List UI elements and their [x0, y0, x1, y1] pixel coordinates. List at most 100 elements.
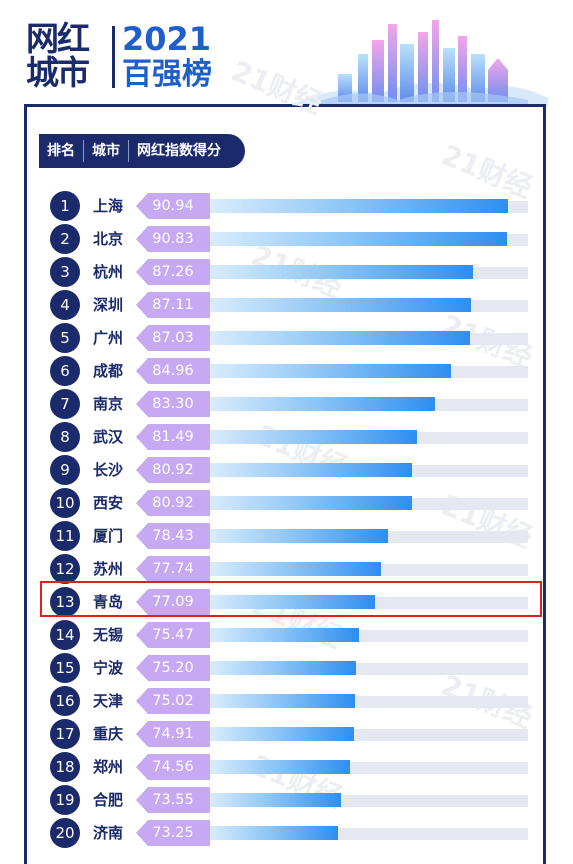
city-label: 合肥 — [93, 791, 124, 809]
rank-badge: 10 — [50, 488, 80, 518]
score-value-label: 87.26 — [136, 259, 210, 285]
ranking-row: 73.55 19 合肥 — [0, 784, 573, 815]
rank-badge: 2 — [50, 224, 80, 254]
ranking-row: 77.09 13 青岛 — [0, 586, 573, 617]
ranking-row: 78.43 11 厦门 — [0, 520, 573, 551]
logo-divider — [112, 26, 115, 88]
ranking-row: 84.96 6 成都 — [0, 355, 573, 386]
score-bar — [210, 298, 472, 312]
score-value-label: 87.11 — [136, 292, 210, 318]
city-label: 宁波 — [93, 659, 124, 677]
score-value-label: 77.74 — [136, 556, 210, 582]
score-bar — [210, 628, 360, 642]
score-bar — [210, 826, 338, 840]
city-label: 济南 — [93, 824, 124, 842]
city-label: 成都 — [93, 362, 124, 380]
score-bar — [210, 661, 357, 675]
city-label: 长沙 — [93, 461, 124, 479]
ranking-row: 74.56 18 郑州 — [0, 751, 573, 782]
rank-badge: 16 — [50, 686, 80, 716]
header: 网红 城市 2021 百强榜 — [0, 0, 573, 106]
score-bar — [210, 793, 341, 807]
city-label: 西安 — [93, 494, 124, 512]
city-label: 上海 — [93, 197, 124, 215]
column-rank-label: 排名 — [47, 143, 75, 159]
ranking-row: 87.26 3 杭州 — [0, 256, 573, 287]
logo-line-2: 城市 — [26, 53, 90, 92]
ranking-row: 75.20 15 宁波 — [0, 652, 573, 683]
city-label: 青岛 — [93, 593, 124, 611]
column-city-label: 城市 — [92, 143, 120, 159]
city-label: 厦门 — [93, 527, 124, 545]
rank-badge: 9 — [50, 455, 80, 485]
rank-badge: 6 — [50, 356, 80, 386]
city-skyline-illustration — [298, 20, 548, 106]
score-value-label: 73.25 — [136, 820, 210, 846]
score-bar — [210, 595, 375, 609]
score-value-label: 80.92 — [136, 457, 210, 483]
city-label: 武汉 — [93, 428, 124, 446]
rank-badge: 11 — [50, 521, 80, 551]
ranking-row: 80.92 10 西安 — [0, 487, 573, 518]
ranking-row: 75.02 16 天津 — [0, 685, 573, 716]
city-label: 重庆 — [93, 725, 124, 743]
city-label: 深圳 — [93, 296, 124, 314]
rank-badge: 1 — [50, 191, 80, 221]
city-label: 杭州 — [93, 263, 124, 281]
score-bar — [210, 199, 509, 213]
city-label: 北京 — [93, 230, 124, 248]
column-separator — [83, 140, 84, 162]
score-value-label: 75.20 — [136, 655, 210, 681]
score-value-label: 73.55 — [136, 787, 210, 813]
score-bar — [210, 727, 354, 741]
score-value-label: 84.96 — [136, 358, 210, 384]
score-bar — [210, 430, 418, 444]
rank-badge: 17 — [50, 719, 80, 749]
score-bar — [210, 562, 381, 576]
score-value-label: 75.47 — [136, 622, 210, 648]
score-value-label: 74.56 — [136, 754, 210, 780]
score-value-label: 80.92 — [136, 490, 210, 516]
rank-badge: 5 — [50, 323, 80, 353]
rank-badge: 19 — [50, 785, 80, 815]
rank-badge: 14 — [50, 620, 80, 650]
rank-badge: 4 — [50, 290, 80, 320]
city-label: 南京 — [93, 395, 124, 413]
ranking-row: 77.74 12 苏州 — [0, 553, 573, 584]
score-value-label: 81.49 — [136, 424, 210, 450]
logo-line-1: 网红 — [26, 19, 90, 58]
city-label: 苏州 — [93, 560, 124, 578]
score-bar — [210, 760, 351, 774]
score-bar — [210, 265, 473, 279]
score-value-label: 78.43 — [136, 523, 210, 549]
ranking-row: 74.91 17 重庆 — [0, 718, 573, 749]
score-value-label: 90.94 — [136, 193, 210, 219]
rank-badge: 7 — [50, 389, 80, 419]
ranking-row: 81.49 8 武汉 — [0, 421, 573, 452]
column-header: 排名 城市 网红指数得分 — [39, 134, 245, 168]
rank-badge: 20 — [50, 818, 80, 848]
ranking-row: 83.30 7 南京 — [0, 388, 573, 419]
column-separator — [128, 140, 129, 162]
rank-badge: 15 — [50, 653, 80, 683]
score-value-label: 87.03 — [136, 325, 210, 351]
rank-badge: 8 — [50, 422, 80, 452]
score-bar — [210, 397, 435, 411]
city-label: 无锡 — [93, 626, 124, 644]
rank-badge: 18 — [50, 752, 80, 782]
score-value-label: 77.09 — [136, 589, 210, 615]
title-year: 2021 — [122, 20, 212, 58]
score-value-label: 75.02 — [136, 688, 210, 714]
score-bar — [210, 331, 471, 345]
logo-wordmark: 网红 城市 — [26, 22, 106, 94]
city-label: 郑州 — [93, 758, 124, 776]
ranking-row: 87.11 4 深圳 — [0, 289, 573, 320]
score-value-label: 74.91 — [136, 721, 210, 747]
score-bar — [210, 694, 355, 708]
city-label: 广州 — [93, 329, 124, 347]
ranking-row: 75.47 14 无锡 — [0, 619, 573, 650]
column-score-label: 网红指数得分 — [137, 143, 221, 159]
score-bar — [210, 529, 388, 543]
score-value-label: 83.30 — [136, 391, 210, 417]
ranking-row: 90.94 1 上海 — [0, 190, 573, 221]
